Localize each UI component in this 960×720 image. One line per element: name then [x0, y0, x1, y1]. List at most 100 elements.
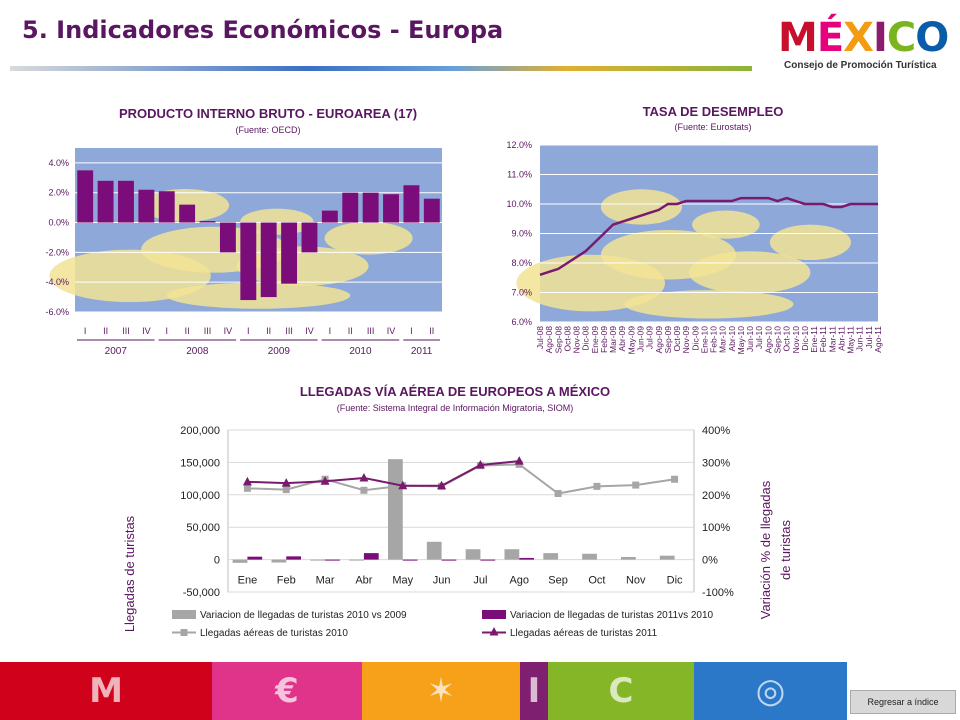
logo-letter: I	[872, 15, 888, 61]
logo-letter: O	[915, 15, 949, 61]
gdp-quarter-label: II	[348, 326, 353, 336]
m-glyph-icon: M	[89, 671, 123, 711]
arrivals-legend-label: Variacion de llegadas de turistas 2010 v…	[200, 610, 407, 621]
gdp-quarter-label: I	[410, 326, 413, 336]
gdp-quarter-label: I	[84, 326, 87, 336]
arrivals-square-marker	[282, 486, 290, 494]
unemployment-xtick-label: Abr-11	[836, 326, 846, 351]
unemployment-ytick-label: 9.0%	[511, 229, 532, 239]
arrivals-legend-label: Llegadas aéreas de turistas 2011	[510, 628, 658, 639]
arrivals-variation-bar	[582, 553, 597, 560]
arrivals-y2tick-label: 300%	[702, 457, 730, 469]
map-land-shape	[688, 251, 811, 294]
arrivals-legend-swatch	[482, 610, 506, 619]
arrivals-triangle-marker	[320, 476, 330, 485]
unemployment-xtick-label: Nov-08	[572, 326, 582, 354]
arrivals-variation-bar	[232, 559, 248, 563]
gdp-chart: PRODUCTO INTERNO BRUTO - EUROAREA (17) (…	[45, 106, 442, 357]
arrivals-variation-bar	[310, 559, 326, 561]
arrivals-ytick-label: 200,000	[180, 425, 220, 437]
arrivals-month-label: Mar	[316, 575, 335, 587]
unemployment-xtick-label: Nov-09	[681, 326, 691, 354]
arrivals-series-line	[247, 460, 520, 487]
unemployment-xtick-label: Jul-09	[645, 326, 655, 349]
arrivals-triangle-marker	[359, 472, 369, 482]
arrivals-variation-bar	[543, 553, 559, 560]
arrivals-legend-marker	[180, 629, 188, 636]
logo-letter: É	[816, 15, 844, 61]
arrivals-triangle-marker	[514, 456, 524, 465]
unemployment-xtick-label: Ago-08	[544, 326, 554, 354]
footer-color-block: €	[212, 662, 362, 720]
gdp-bar	[199, 221, 216, 223]
unemployment-xtick-label: Jun-09	[635, 326, 645, 352]
arrivals-legend-swatch	[172, 610, 196, 619]
gdp-chart-title: PRODUCTO INTERNO BRUTO - EUROAREA (17)	[119, 106, 417, 121]
gdp-quarter-label: III	[367, 326, 375, 336]
unemployment-xtick-label: Oct-09	[672, 326, 682, 352]
gdp-quarter-label: II	[429, 326, 434, 336]
arrivals-ytick-label: 0	[214, 555, 220, 567]
arrivals-ylabel: Llegadas de turistas	[122, 515, 137, 632]
arrivals-variation-bar	[363, 553, 379, 560]
arrivals-plot-area	[227, 429, 695, 593]
gdp-bar	[321, 210, 338, 223]
unemployment-line	[539, 196, 878, 276]
gdp-year-label: 2011	[411, 346, 433, 357]
unemployment-ytick-label: 8.0%	[511, 258, 532, 268]
arrivals-y2tick-label: 400%	[702, 425, 730, 437]
unemployment-xtick-label: Abr-10	[727, 326, 737, 352]
arrivals-month-label: Jun	[433, 575, 451, 587]
arrivals-triangle-marker	[281, 478, 291, 487]
gdp-quarter-label: II	[266, 326, 271, 336]
unemployment-xtick-label: May-09	[626, 326, 636, 355]
gdp-bar	[179, 204, 196, 223]
arrivals-variation-bar	[247, 556, 263, 560]
i-glyph-icon: I	[527, 671, 541, 711]
gdp-bar	[383, 194, 399, 223]
arrivals-legend-label: Llegadas aéreas de turistas 2010	[200, 628, 348, 639]
arrivals-month-label: May	[392, 575, 413, 587]
gdp-year-label: 2008	[186, 346, 209, 357]
footer-color-block: C	[548, 662, 694, 720]
unemployment-xtick-label: Sep-08	[553, 326, 563, 354]
arrivals-variation-bar	[659, 555, 675, 560]
arrivals-variation-bar	[286, 556, 302, 560]
arrivals-legend-marker	[489, 627, 499, 636]
arrivals-y2tick-label: 100%	[702, 522, 730, 534]
logo-wordmark: MÉXICO	[778, 14, 949, 62]
arrivals-y2label-line1: Variación % de llegadas	[758, 480, 773, 619]
gdp-quarter-label: I	[165, 326, 168, 336]
unemployment-xtick-label: Mar-10	[718, 326, 728, 353]
logo-letter: C	[886, 15, 916, 61]
unemployment-xtick-label: Feb-09	[599, 326, 609, 353]
arrivals-triangle-marker	[242, 476, 252, 486]
arrivals-variation-bar	[519, 557, 535, 560]
page-title: 5. Indicadores Económicos - Europa	[22, 16, 504, 44]
arrivals-square-marker	[360, 486, 368, 494]
unemployment-xtick-label: Jul-10	[754, 326, 764, 349]
unemployment-xtick-label: Mar-11	[827, 326, 837, 353]
footer-color-block: ✶	[362, 662, 520, 720]
arrivals-ytick-label: 50,000	[186, 522, 220, 534]
gdp-quarter-label: III	[122, 326, 130, 336]
arrivals-month-label: Ene	[238, 575, 258, 587]
arrivals-month-label: Jul	[473, 575, 487, 587]
return-to-index-button[interactable]: Regresar a índice	[850, 690, 956, 714]
unemployment-xtick-label: Ago-10	[763, 326, 773, 354]
map-land-shape	[624, 290, 794, 319]
gdp-ytick-label: -2.0%	[45, 247, 69, 257]
gdp-quarter-label: III	[204, 326, 212, 336]
arrivals-y2label-line2: de turistas	[778, 520, 793, 580]
unemployment-xtick-label: Dic-10	[800, 326, 810, 351]
arrivals-variation-bar	[325, 559, 340, 561]
gdp-bar	[97, 180, 114, 223]
arrivals-variation-bar	[480, 559, 496, 561]
unemployment-xtick-label: May-11	[846, 326, 856, 354]
o-glyph-icon: ◎	[755, 671, 786, 711]
x-glyph-icon: ✶	[426, 671, 456, 711]
arrivals-variation-bar	[465, 549, 481, 560]
gdp-quarter-label: III	[285, 326, 293, 336]
arrivals-variation-bar	[504, 549, 520, 560]
unemployment-xtick-label: Oct-08	[562, 326, 572, 352]
